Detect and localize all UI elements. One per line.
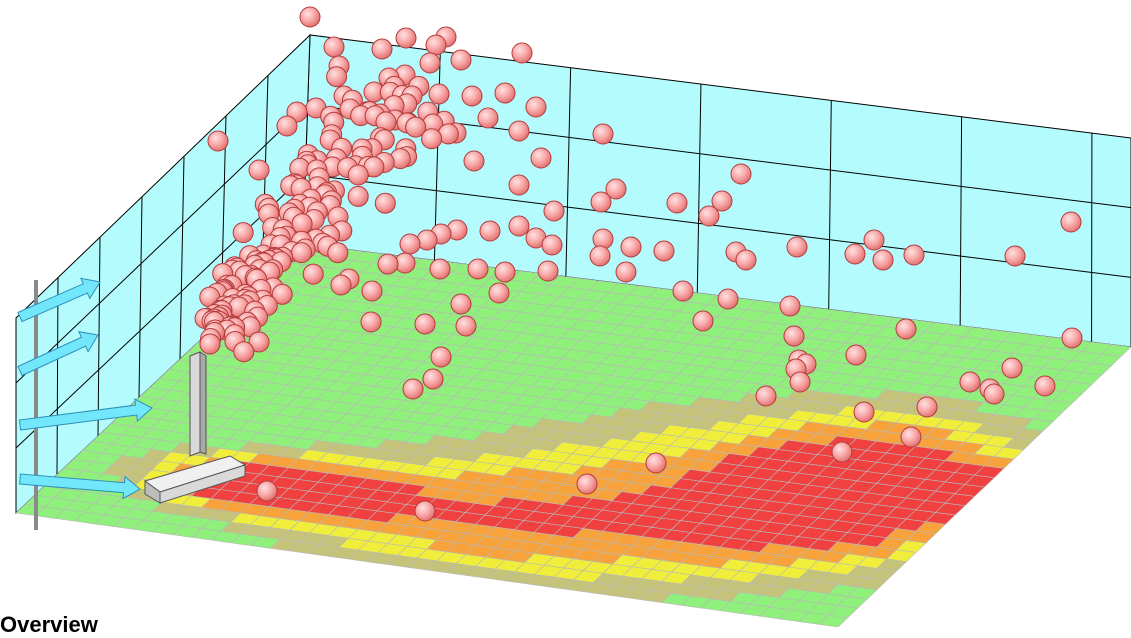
smoke-particle-icon	[327, 67, 347, 87]
smoke-particle-icon	[1035, 376, 1055, 396]
smoke-particle-icon	[423, 369, 443, 389]
smoke-particle-icon	[667, 193, 687, 213]
smoke-particle-icon	[495, 262, 515, 282]
smoke-particle-icon	[257, 481, 277, 501]
smoke-particle-icon	[846, 345, 866, 365]
smoke-particle-icon	[495, 83, 515, 103]
smoke-particle-icon	[331, 275, 351, 295]
smoke-particle-icon	[873, 250, 893, 270]
smoke-particle-icon	[1002, 358, 1022, 378]
smoke-particle-icon	[984, 384, 1004, 404]
smoke-particle-icon	[673, 281, 693, 301]
smoke-particle-icon	[784, 326, 804, 346]
smoke-particle-icon	[593, 124, 613, 144]
chimney-pipe-side	[200, 352, 206, 454]
smoke-particle-icon	[324, 37, 344, 57]
smoke-particle-icon	[509, 121, 529, 141]
smoke-particle-icon	[375, 193, 395, 213]
smoke-particle-icon	[233, 223, 253, 243]
smoke-particle-icon	[372, 39, 392, 59]
smoke-particle-icon	[303, 264, 323, 284]
smoke-particle-icon	[544, 201, 564, 221]
smoke-particle-icon	[901, 427, 921, 447]
smoke-particle-icon	[249, 160, 269, 180]
smoke-particle-icon	[731, 164, 751, 184]
smoke-particle-icon	[300, 7, 320, 27]
smoke-particle-icon	[396, 28, 416, 48]
smoke-particle-icon	[845, 244, 865, 264]
smoke-particle-icon	[646, 453, 666, 473]
smoke-particle-icon	[451, 50, 471, 70]
smoke-particle-icon	[456, 316, 476, 336]
smoke-particle-icon	[468, 259, 488, 279]
smoke-particle-icon	[590, 246, 610, 266]
smoke-particle-icon	[403, 379, 423, 399]
smoke-particle-icon	[400, 234, 420, 254]
smoke-particle-icon	[451, 294, 471, 314]
smoke-particle-icon	[736, 250, 756, 270]
smoke-particle-icon	[616, 262, 636, 282]
smoke-particle-icon	[538, 261, 558, 281]
smoke-particle-icon	[542, 235, 562, 255]
smoke-particle-icon	[328, 243, 348, 263]
smoke-particle-icon	[234, 342, 254, 362]
smoke-particle-icon	[780, 296, 800, 316]
smoke-particle-icon	[1005, 246, 1025, 266]
smoke-particle-icon	[531, 148, 551, 168]
smoke-particle-icon	[509, 216, 529, 236]
smoke-particle-icon	[462, 86, 482, 106]
smoke-particle-icon	[718, 289, 738, 309]
smoke-particle-icon	[756, 386, 776, 406]
smoke-particle-icon	[591, 192, 611, 212]
smoke-particle-icon	[430, 259, 450, 279]
smoke-particle-icon	[415, 314, 435, 334]
smoke-particle-icon	[489, 283, 509, 303]
smoke-particle-icon	[693, 311, 713, 331]
smoke-particle-icon	[200, 334, 220, 354]
smoke-particle-icon	[420, 53, 440, 73]
smoke-particle-icon	[960, 372, 980, 392]
smoke-particle-icon	[426, 35, 446, 55]
smoke-particle-icon	[464, 151, 484, 171]
smoke-particle-icon	[348, 186, 368, 206]
smoke-particle-icon	[864, 230, 884, 250]
smoke-particle-icon	[208, 131, 228, 151]
smoke-particle-icon	[790, 372, 810, 392]
section-heading: Overview	[0, 612, 98, 638]
smoke-particle-icon	[512, 43, 532, 63]
smoke-particle-icon	[654, 241, 674, 261]
smoke-particle-icon	[480, 221, 500, 241]
smoke-particle-icon	[787, 237, 807, 257]
smoke-particle-icon	[509, 175, 529, 195]
smoke-particle-icon	[292, 243, 312, 263]
smoke-particle-icon	[854, 402, 874, 422]
smoke-particle-icon	[621, 237, 641, 257]
smoke-particle-icon	[362, 281, 382, 301]
smoke-particle-icon	[422, 129, 442, 149]
smoke-particle-icon	[429, 84, 449, 104]
smoke-particle-icon	[896, 319, 916, 339]
smoke-particle-icon	[348, 165, 368, 185]
chimney-pipe	[190, 352, 200, 456]
smoke-particle-icon	[832, 442, 852, 462]
smoke-particle-icon	[917, 397, 937, 417]
smoke-particle-icon	[378, 254, 398, 274]
smoke-particle-icon	[526, 97, 546, 117]
smoke-particle-icon	[1061, 212, 1081, 232]
smoke-particle-icon	[1062, 328, 1082, 348]
smoke-particle-icon	[361, 312, 381, 332]
smoke-particle-icon	[577, 474, 597, 494]
smoke-particle-icon	[415, 501, 435, 521]
smoke-particle-icon	[277, 116, 297, 136]
smoke-particle-icon	[478, 108, 498, 128]
smoke-particle-icon	[431, 347, 451, 367]
smoke-particle-icon	[699, 206, 719, 226]
smoke-particle-icon	[904, 245, 924, 265]
